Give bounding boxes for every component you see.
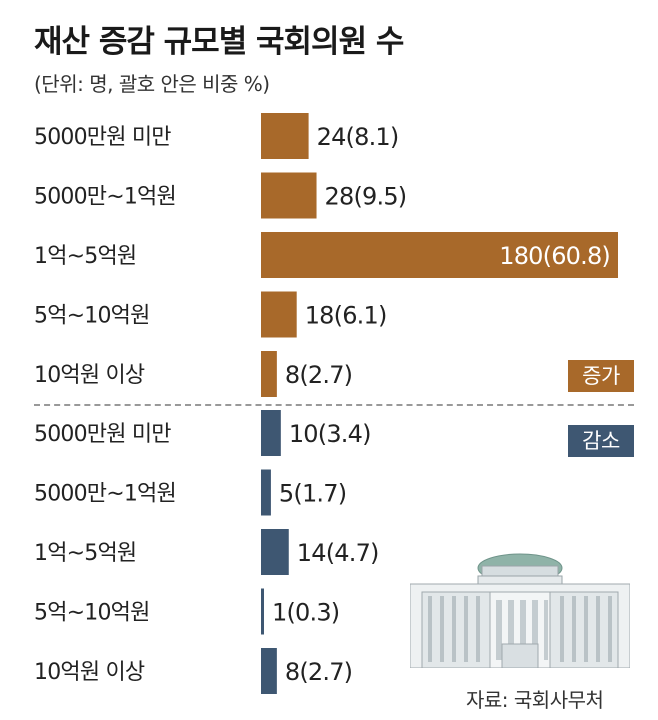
data-label: 28(9.5) [325, 183, 407, 211]
bar [261, 232, 618, 278]
legend-decrease-badge: 감소 [568, 425, 634, 457]
category-label: 1억~5억원 [34, 244, 136, 269]
data-label: 10(3.4) [289, 420, 371, 448]
category-label: 10억원 이상 [34, 363, 145, 388]
bar [261, 648, 277, 694]
bar [261, 588, 264, 635]
data-label: 8(2.7) [285, 658, 352, 686]
category-label: 5000만원 미만 [34, 125, 171, 150]
data-label: 5(1.7) [279, 480, 346, 508]
data-label: 1(0.3) [272, 599, 339, 627]
data-label: 14(4.7) [297, 539, 379, 567]
bar [261, 291, 297, 338]
bar [261, 172, 317, 219]
chart-subtitle: (단위: 명, 괄호 안은 비중 %) [34, 72, 270, 96]
source-note: 자료: 국회사무처 [466, 688, 604, 712]
chart-title: 재산 증감 규모별 국회의원 수 [34, 24, 404, 60]
category-label: 1억~5억원 [34, 541, 136, 566]
bar [261, 351, 277, 397]
bar [261, 529, 289, 575]
data-label: 18(6.1) [305, 302, 387, 330]
group-divider [34, 404, 634, 406]
data-label: 8(2.7) [285, 361, 352, 389]
data-label: 180(60.8) [499, 242, 610, 270]
category-label: 5억~10억원 [34, 304, 150, 329]
bar [261, 113, 309, 159]
legend-increase-badge: 증가 [568, 360, 634, 392]
category-label: 5000만~1억원 [34, 185, 176, 210]
national-assembly-building-icon [410, 553, 630, 668]
category-label: 10억원 이상 [34, 660, 145, 685]
bar [261, 410, 281, 456]
data-label: 24(8.1) [317, 123, 399, 151]
bar [261, 469, 271, 516]
category-label: 5000만원 미만 [34, 422, 171, 447]
category-label: 5000만~1억원 [34, 482, 176, 507]
category-label: 5억~10억원 [34, 601, 150, 626]
